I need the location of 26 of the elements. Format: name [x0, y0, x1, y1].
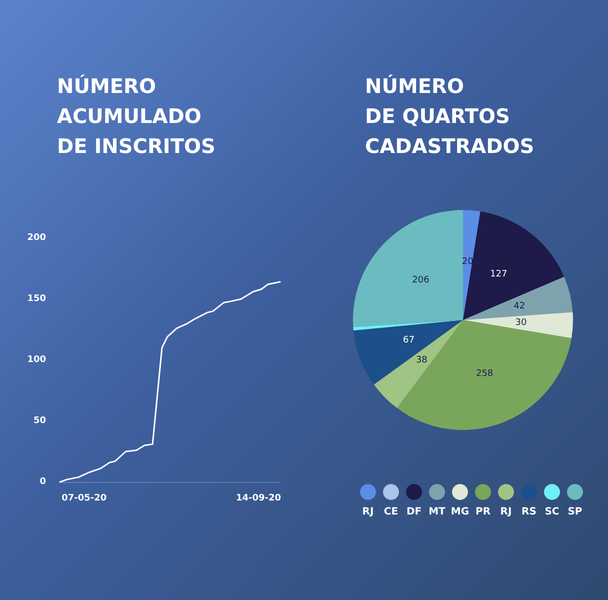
legend-label: SP [568, 506, 582, 518]
x-tick-label: 07-05-20 [62, 494, 107, 504]
legend-label: MG [450, 506, 470, 518]
chart-title: NÚMERO ACUMULADO DE INSCRITOS [57, 74, 216, 158]
x-tick-label: 14-09-20 [236, 494, 282, 504]
y-tick-label: 100 [27, 355, 46, 365]
y-tick-label: 0 [40, 477, 46, 487]
data-label: 42 [514, 301, 526, 312]
legend-label: PR [475, 506, 491, 518]
y-tick-label: 200 [27, 233, 46, 243]
legend-label: CE [384, 506, 398, 518]
legend-label: RS [522, 506, 536, 518]
data-label: 206 [412, 275, 430, 286]
y-tick-label: 50 [33, 416, 46, 426]
data-label: 127 [490, 269, 508, 280]
data-label: 258 [476, 368, 494, 379]
legend-label: SC [544, 506, 560, 518]
y-tick-label: 150 [27, 294, 46, 304]
data-label: 30 [515, 318, 527, 328]
legend-label: DF [406, 506, 422, 518]
legend-label: MT [428, 506, 446, 518]
legend-label: RJ [500, 506, 512, 518]
data-label: 38 [416, 356, 428, 366]
chart-title: NÚMERO DE QUARTOS CADASTRADOS [365, 74, 534, 158]
data-label: 67 [403, 335, 414, 346]
legend-label: RJ [362, 506, 374, 518]
